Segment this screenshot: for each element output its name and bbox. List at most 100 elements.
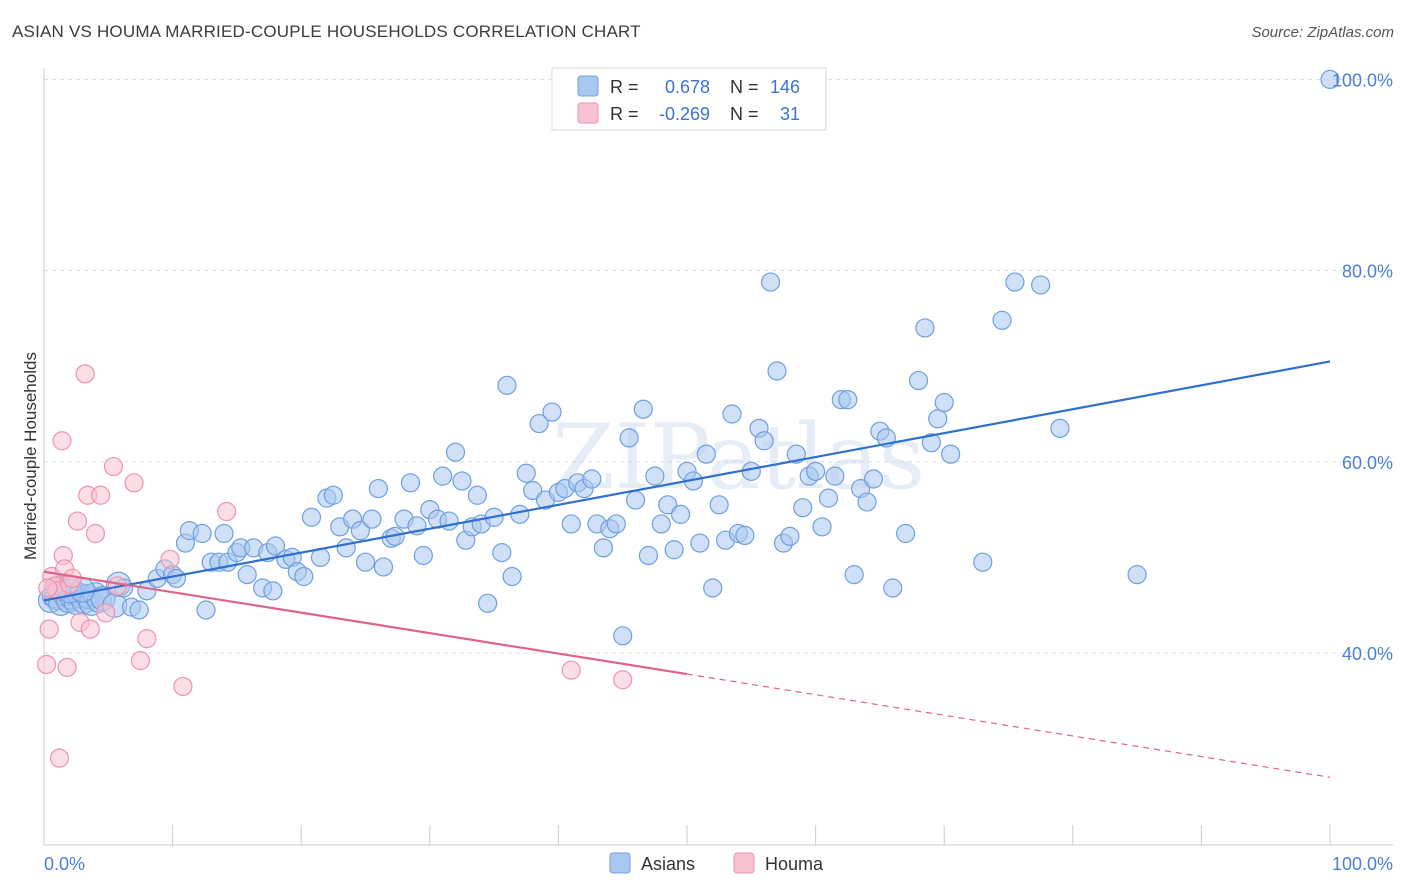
asians-point[interactable]	[625, 490, 646, 510]
asians-point[interactable]	[664, 540, 684, 560]
asians-point[interactable]	[294, 566, 314, 587]
asians-point[interactable]	[703, 578, 723, 598]
asians-point[interactable]	[633, 399, 653, 419]
houma-point[interactable]	[96, 603, 116, 623]
asians-point[interactable]	[582, 469, 602, 489]
asians-point[interactable]	[941, 444, 961, 464]
asians-point[interactable]	[883, 578, 903, 598]
asians-point[interactable]	[709, 495, 729, 515]
asians-point[interactable]	[793, 498, 813, 518]
asians-point[interactable]	[196, 600, 216, 620]
asians-point[interactable]	[613, 626, 633, 646]
asians-point[interactable]	[516, 463, 536, 483]
houma-point[interactable]	[90, 485, 111, 505]
asians-point[interactable]	[452, 471, 472, 491]
houma-point[interactable]	[38, 578, 58, 598]
asians-point[interactable]	[336, 538, 356, 558]
houma-point[interactable]	[75, 364, 95, 384]
asians-point[interactable]	[355, 552, 376, 572]
houma-point[interactable]	[130, 651, 151, 671]
asians-point[interactable]	[502, 566, 522, 587]
houma-point[interactable]	[80, 619, 100, 639]
asians-point[interactable]	[478, 593, 498, 613]
asians-point[interactable]	[523, 480, 543, 501]
asians-point[interactable]	[362, 509, 382, 529]
asians-point[interactable]	[857, 492, 877, 512]
asians-point[interactable]	[301, 507, 322, 527]
asians-point[interactable]	[561, 514, 581, 534]
houma-point[interactable]	[57, 657, 77, 677]
asians-point[interactable]	[696, 444, 716, 464]
asians-point[interactable]	[263, 581, 283, 601]
houma-point[interactable]	[561, 660, 581, 680]
asians-point[interactable]	[928, 409, 948, 429]
asians-point[interactable]	[593, 538, 614, 558]
asians-point[interactable]	[838, 390, 858, 410]
asians-point[interactable]	[760, 272, 781, 292]
houma-point[interactable]	[52, 431, 72, 451]
asians-point[interactable]	[166, 568, 187, 589]
asians-point[interactable]	[651, 514, 671, 534]
asians-point[interactable]	[192, 523, 212, 544]
houma-point[interactable]	[62, 568, 82, 589]
houma-point[interactable]	[173, 676, 193, 697]
asians-point[interactable]	[735, 525, 755, 546]
legend-houma-swatch[interactable]	[733, 852, 755, 874]
legend-asians-label[interactable]: Asians	[641, 854, 695, 874]
asians-point[interactable]	[368, 478, 388, 499]
asians-point[interactable]	[812, 517, 832, 537]
asians-point[interactable]	[658, 495, 678, 515]
asians-point[interactable]	[780, 526, 800, 546]
asians-point[interactable]	[973, 552, 993, 572]
asians-point[interactable]	[863, 469, 884, 489]
asians-point[interactable]	[265, 536, 286, 556]
asians-point[interactable]	[825, 466, 845, 486]
asians-point[interactable]	[690, 533, 710, 553]
houma-point[interactable]	[39, 619, 59, 639]
asians-point[interactable]	[638, 545, 659, 566]
asians-point[interactable]	[350, 521, 370, 541]
asians-point[interactable]	[844, 565, 864, 585]
asians-point[interactable]	[741, 461, 761, 481]
asians-point[interactable]	[373, 557, 394, 577]
asians-point[interactable]	[1031, 275, 1051, 295]
asians-point[interactable]	[1127, 565, 1147, 585]
asians-point[interactable]	[400, 473, 421, 493]
legend-houma-label[interactable]: Houma	[765, 854, 824, 874]
asians-point[interactable]	[214, 523, 234, 544]
asians-point[interactable]	[323, 485, 343, 505]
asians-point[interactable]	[542, 402, 562, 422]
houma-point[interactable]	[137, 629, 157, 649]
asians-point[interactable]	[467, 485, 487, 505]
asians-point[interactable]	[1050, 418, 1070, 438]
asians-point[interactable]	[645, 466, 665, 486]
houma-point[interactable]	[124, 473, 144, 493]
asians-point[interactable]	[754, 431, 774, 451]
legend-asians-swatch[interactable]	[609, 852, 631, 874]
asians-point[interactable]	[529, 413, 549, 434]
houma-point[interactable]	[85, 523, 106, 544]
asians-point[interactable]	[497, 375, 517, 395]
asians-point[interactable]	[433, 466, 453, 486]
asians-point[interactable]	[492, 543, 512, 563]
asians-point[interactable]	[606, 514, 626, 534]
asians-point[interactable]	[767, 361, 787, 381]
asians-point[interactable]	[818, 488, 839, 508]
asians-point[interactable]	[445, 442, 466, 462]
houma-point[interactable]	[49, 748, 70, 768]
asians-point[interactable]	[619, 428, 639, 448]
asians-point[interactable]	[805, 461, 826, 481]
asians-point[interactable]	[992, 310, 1012, 330]
houma-point[interactable]	[613, 670, 633, 690]
asians-point[interactable]	[915, 318, 935, 338]
houma-point[interactable]	[36, 654, 57, 675]
asians-point[interactable]	[934, 392, 954, 413]
asians-point[interactable]	[413, 545, 433, 566]
asians-point[interactable]	[921, 433, 941, 453]
asians-point[interactable]	[1005, 272, 1025, 292]
asians-point[interactable]	[896, 523, 916, 544]
asians-point[interactable]	[908, 370, 929, 391]
houma-point[interactable]	[67, 511, 88, 531]
houma-point[interactable]	[217, 501, 237, 522]
houma-point[interactable]	[103, 456, 124, 477]
